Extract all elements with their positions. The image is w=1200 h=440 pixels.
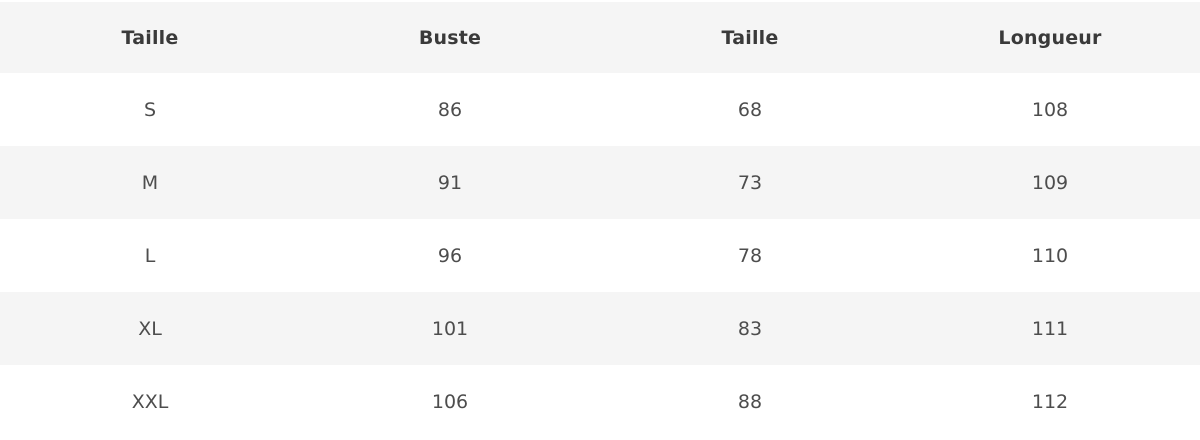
- table-body: S 86 68 108 M 91 73 109 L 96 78 110 XL 1…: [0, 73, 1200, 438]
- cell-bust: 96: [437, 244, 463, 267]
- table-row-l: L 96 78 110: [0, 219, 1200, 292]
- cell-size: XXL: [131, 390, 169, 413]
- table-row-m: M 91 73 109: [0, 146, 1200, 219]
- cell-bust: 91: [437, 171, 463, 194]
- cell-length: 109: [1031, 171, 1069, 194]
- cell-waist: 68: [737, 98, 763, 121]
- cell-size: XL: [138, 317, 162, 340]
- table-header: Taille Buste Taille Longueur: [0, 2, 1200, 73]
- cell-length: 112: [1031, 390, 1069, 413]
- cell-waist: 73: [737, 171, 763, 194]
- cell-waist: 88: [737, 390, 763, 413]
- cell-length: 111: [1031, 317, 1069, 340]
- cell-size: L: [144, 244, 156, 267]
- table-row-xxl: XXL 106 88 112: [0, 365, 1200, 438]
- cell-bust: 101: [431, 317, 469, 340]
- table-row-s: S 86 68 108: [0, 73, 1200, 146]
- column-header-length: Longueur: [998, 26, 1102, 49]
- cell-bust: 86: [437, 98, 463, 121]
- cell-size: S: [143, 98, 157, 121]
- column-header-size: Taille: [121, 26, 179, 49]
- cell-size: M: [141, 171, 159, 194]
- cell-length: 108: [1031, 98, 1069, 121]
- cell-waist: 78: [737, 244, 763, 267]
- table-row-xl: XL 101 83 111: [0, 292, 1200, 365]
- cell-bust: 106: [431, 390, 469, 413]
- cell-waist: 83: [737, 317, 763, 340]
- column-header-bust: Buste: [418, 26, 482, 49]
- header-row: Taille Buste Taille Longueur: [0, 2, 1200, 73]
- column-header-waist: Taille: [721, 26, 779, 49]
- cell-length: 110: [1031, 244, 1069, 267]
